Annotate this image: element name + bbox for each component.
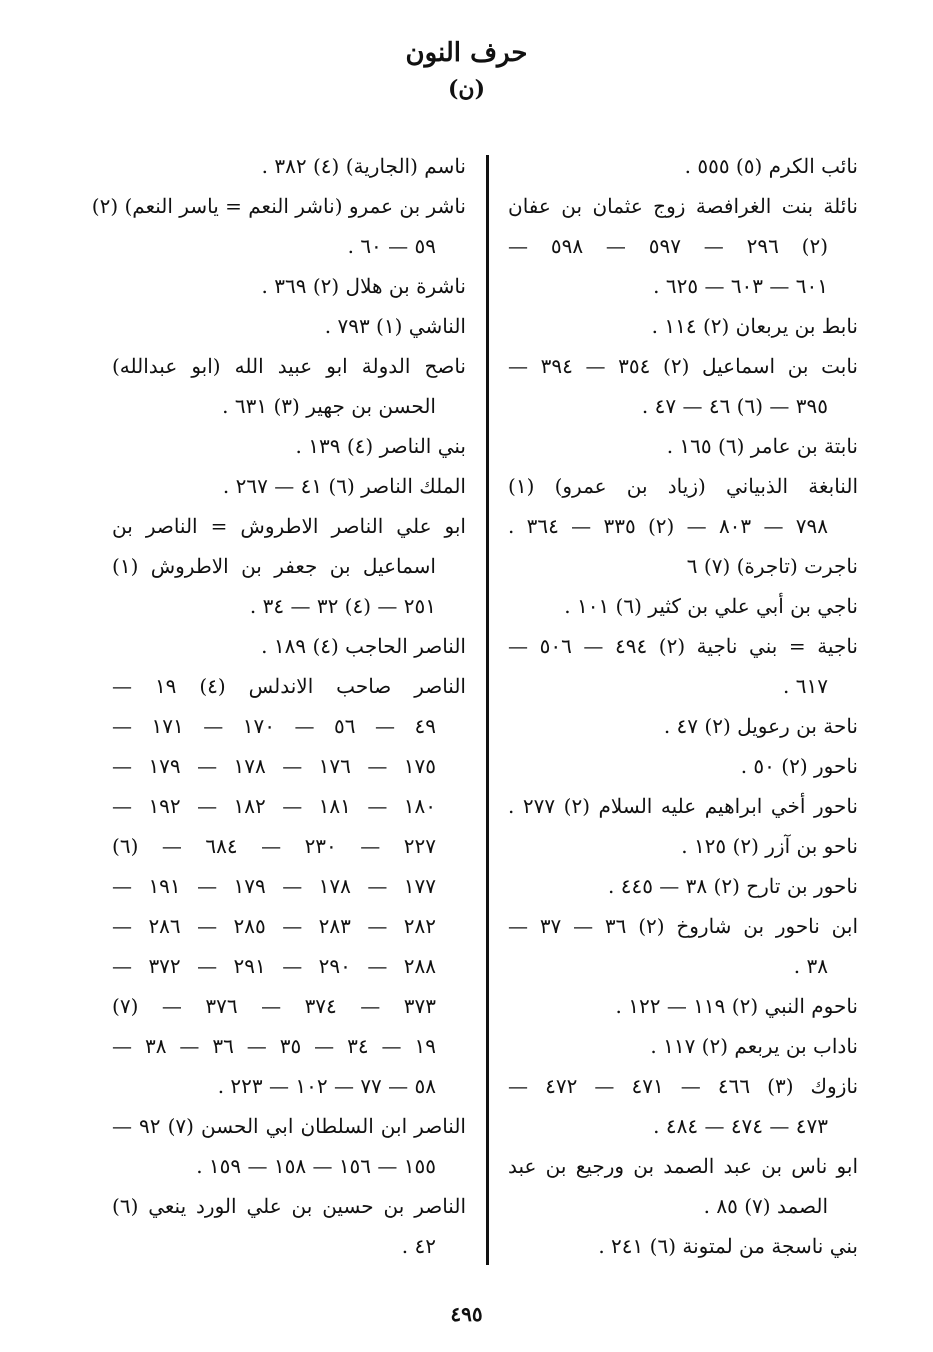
index-entry: ناحور (٢) ٥٠ .: [740, 754, 858, 778]
index-entry: ابو ناس بن عبد الصمد بن ورجيع بن عبد: [508, 1154, 858, 1178]
index-entry: الناصر بن حسين بن علي الورد ينعي (٦): [112, 1194, 466, 1218]
index-entry: الناصر الحاجب (٤) ١٨٩ .: [261, 634, 466, 658]
index-entry: الناشي (١) ٧٩٣ .: [324, 314, 466, 338]
index-entry-continuation: ٢٨٨ — ٢٩٠ — ٢٩١ — ٣٧٢ —: [112, 954, 436, 978]
index-entry-continuation: ١٥٥ — ١٥٦ — ١٥٨ — ١٥٩ .: [196, 1154, 436, 1178]
index-column-left: ناسم (الجارية) (٤) ٣٨٢ . ناشر بن عمرو (نا…: [91, 150, 466, 1270]
index-entry-continuation: الحسن بن جهير (٣) ٦٣١ .: [222, 394, 436, 418]
index-column-right: نائب الكرم (٥) ٥٥٥ . نائلة بنت الغرافصة ز…: [508, 150, 858, 1270]
index-entry-continuation: ٤٩ — ٥٦ — ١٧٠ — ١٧١ —: [112, 714, 436, 738]
index-entry: ناداب بن يربعم (٢) ١١٧ .: [650, 1034, 858, 1058]
index-entry: نابط بن يربعان (٢) ١١٤ .: [651, 314, 858, 338]
index-entry: نابتة بن عامر (٦) ١٦٥ .: [666, 434, 858, 458]
index-entry: الملك الناصر (٦) ٤١ — ٢٦٧ .: [222, 474, 466, 498]
section-title: حرف النون: [405, 38, 528, 68]
index-entry-continuation: ٥٩ — ٦٠ .: [347, 234, 436, 258]
index-entry: ناحور بن تارح (٢) ٣٨ — ٤٤٥ .: [608, 874, 858, 898]
index-entry: ناجية = بني ناجية (٢) ٤٩٤ — ٥٠٦ —: [508, 634, 858, 658]
index-entry: نائب الكرم (٥) ٥٥٥ .: [684, 154, 858, 178]
index-entry-continuation: ٣٨ .: [793, 954, 828, 978]
index-entry-continuation: ١٧٧ — ١٧٨ — ١٧٩ — ١٩١ —: [112, 874, 436, 898]
page-number: ٤٩٥: [450, 1302, 483, 1326]
index-entry: ناحة بن رعويل (٢) ٤٧ .: [663, 714, 858, 738]
index-entry: نابت بن اسماعيل (٢) ٣٥٤ — ٣٩٤ —: [508, 354, 858, 378]
index-entry: ناشر بن عمرو (ناشر النعم = ياسر النعم) (…: [91, 194, 466, 218]
index-entry-continuation: (٢) ٢٩٦ — ٥٩٧ — ٥٩٨ —: [508, 234, 828, 258]
index-entry: ابو علي الناصر الاطروش = الناصر بن: [112, 514, 466, 538]
index-entry: ناحو بن آزر (٢) ١٢٥ .: [681, 834, 858, 858]
index-entry: ابن ناحور بن شاروخ (٢) ٣٦ — ٣٧ —: [508, 914, 858, 938]
index-entry: نائلة بنت الغرافصة زوج عثمان بن عفان: [508, 194, 858, 218]
index-entry: ناصح الدولة ابو عبيد الله (ابو عبدالله): [112, 354, 466, 378]
index-entry: نازوك (٣) ٤٦٦ — ٤٧١ — ٤٧٢ —: [508, 1074, 859, 1098]
index-entry-continuation: ٦٠١ — ٦٠٣ — ٦٢٥ .: [653, 274, 828, 298]
index-entry-continuation: ١٧٥ — ١٧٦ — ١٧٨ — ١٧٩ —: [112, 754, 436, 778]
index-entry-continuation: الصمد (٧) ٨٥ .: [703, 1194, 828, 1218]
index-entry: ناشرة بن هلال (٢) ٣٦٩ .: [261, 274, 466, 298]
index-entry-continuation: ٢٢٧ — ٢٣٠ — ٦٨٤ — (٦): [112, 834, 437, 858]
index-entry: الناصر ابن السلطان ابي الحسن (٧) ٩٢ —: [112, 1114, 466, 1138]
column-divider: [486, 155, 489, 1265]
index-entry: بني الناصر (٤) ١٣٩ .: [295, 434, 466, 458]
index-entry: بني ناسجة من لمتونة (٦) ٢٤١ .: [598, 1234, 858, 1258]
index-entry-continuation: ٦١٧ .: [783, 674, 828, 698]
index-entry: النابغة الذبياني (زياد بن عمرو) (١): [508, 474, 858, 498]
index-entry-continuation: ٤٢ .: [401, 1234, 436, 1258]
index-entry-continuation: ١٩ — ٣٤ — ٣٥ — ٣٦ — ٣٨ —: [112, 1034, 436, 1058]
section-letter: (ن): [448, 76, 485, 102]
index-entry-continuation: ١٨٠ — ١٨١ — ١٨٢ — ١٩٢ —: [112, 794, 436, 818]
index-entry: ناجي بن أبي علي بن كثير (٦) ١٠١ .: [564, 594, 858, 618]
index-entry: ناحور أخي ابراهيم عليه السلام (٢) ٢٧٧ .: [508, 794, 858, 818]
index-entry: ناحوم النبي (٢) ١١٩ — ١٢٢ .: [615, 994, 858, 1018]
index-entry: الناصر صاحب الاندلس (٤) ١٩ —: [112, 674, 466, 698]
index-entry-continuation: ٥٨ — ٧٧ — ١٠٢ — ٢٢٣ .: [217, 1074, 436, 1098]
index-entry-continuation: ٢٥١ — (٤) ٣٢ — ٣٤ .: [249, 594, 436, 618]
index-entry-continuation: ٣٩٥ — (٦) ٤٦ — ٤٧ .: [641, 394, 828, 418]
index-entry: ناجرت (تاجرة) (٧) ٦: [686, 554, 858, 578]
index-entry-continuation: ٧٩٨ — ٨٠٣ — (٢) ٣٣٥ — ٣٦٤ .: [508, 514, 828, 538]
index-entry: ناسم (الجارية) (٤) ٣٨٢ .: [261, 154, 466, 178]
index-entry-continuation: اسماعيل بن جعفر بن الاطروش (١): [112, 554, 436, 578]
index-entry-continuation: ٤٧٣ — ٤٧٤ — ٤٨٤ .: [653, 1114, 828, 1138]
index-entry-continuation: ٣٧٣ — ٣٧٤ — ٣٧٦ — (٧): [112, 994, 437, 1018]
index-entry-continuation: ٢٨٢ — ٢٨٣ — ٢٨٥ — ٢٨٦ —: [112, 914, 436, 938]
